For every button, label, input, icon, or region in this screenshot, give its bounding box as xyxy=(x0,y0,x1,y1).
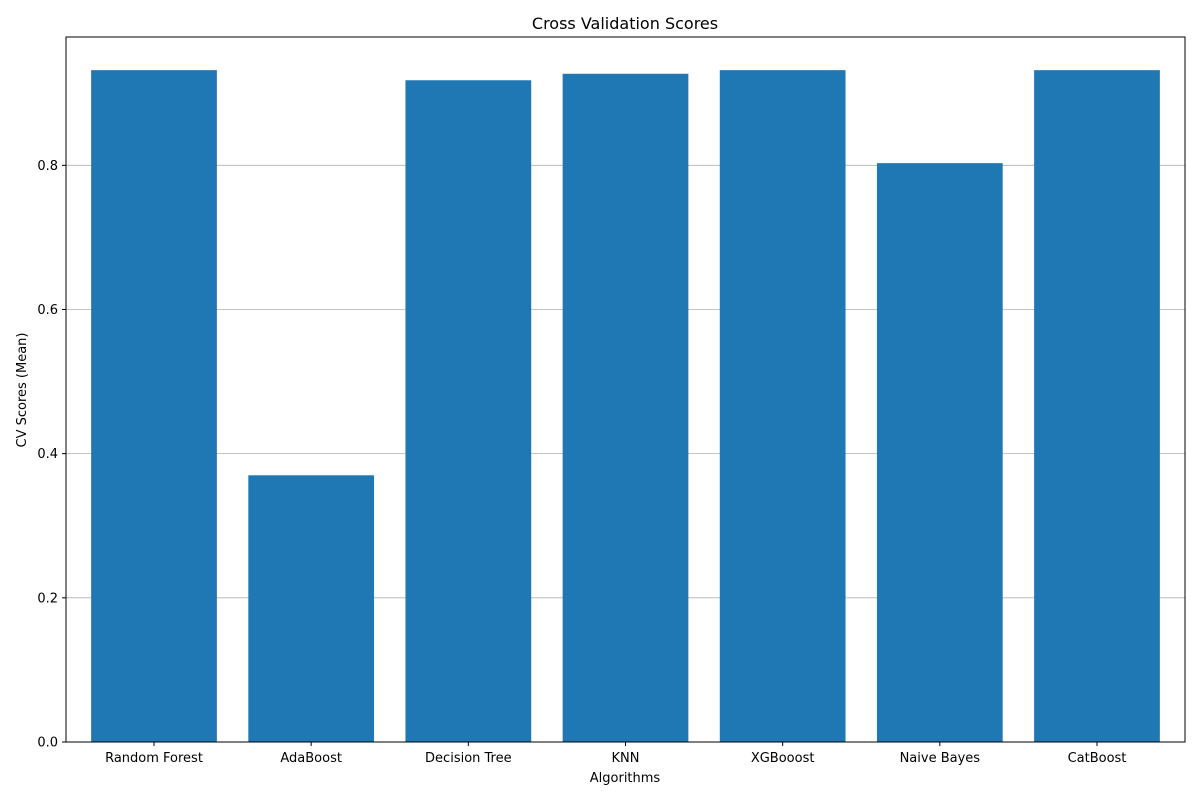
x-axis-label: Algorithms xyxy=(590,771,661,786)
y-tick-label: 0.0 xyxy=(37,736,58,751)
y-tick-label: 0.6 xyxy=(37,303,58,318)
bar-random-forest xyxy=(91,70,217,743)
y-tick-label: 0.4 xyxy=(37,447,58,462)
y-axis-ticks: 0.0 0.2 0.4 0.6 0.8 xyxy=(37,159,66,751)
y-tick-label: 0.8 xyxy=(37,159,58,174)
bars xyxy=(91,70,1160,743)
x-tick-label: AdaBoost xyxy=(280,751,342,766)
bar-catboost xyxy=(1034,70,1160,743)
bar-decision-tree xyxy=(405,80,532,743)
x-tick-label: Random Forest xyxy=(105,751,203,766)
x-tick-label: CatBoost xyxy=(1068,751,1127,766)
bar-adaboost xyxy=(248,475,375,742)
bar-xgbooost xyxy=(719,70,846,743)
x-tick-label: Decision Tree xyxy=(425,751,512,766)
chart-title: Cross Validation Scores xyxy=(532,14,718,33)
bar-knn xyxy=(562,73,689,743)
x-tick-label: Naive Bayes xyxy=(900,751,981,766)
y-axis-label: CV Scores (Mean) xyxy=(15,333,30,448)
y-tick-label: 0.2 xyxy=(37,591,58,606)
x-tick-label: XGBooost xyxy=(751,751,815,766)
bar-naive-bayes xyxy=(876,163,1003,743)
x-axis-ticks: Random Forest AdaBoost Decision Tree KNN XGB… xyxy=(105,742,1126,766)
x-tick-label: KNN xyxy=(612,751,640,766)
